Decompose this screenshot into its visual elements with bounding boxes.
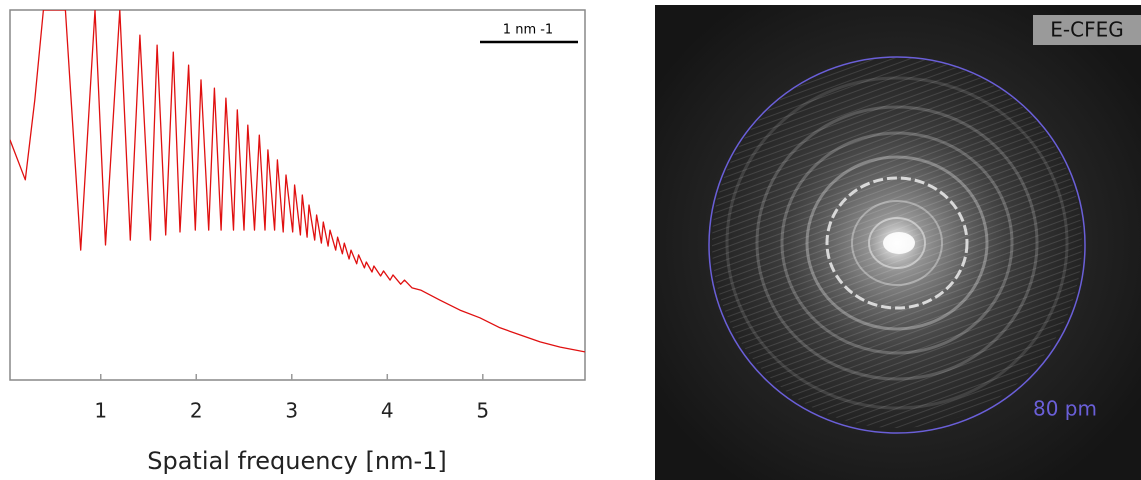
x-tick-label: 4 (381, 399, 394, 423)
scale-bar-label: 1 nm -1 (503, 23, 553, 38)
x-tick-label: 2 (190, 399, 203, 423)
x-tick-label: 3 (285, 399, 298, 423)
x-tick-label: 1 (94, 399, 107, 423)
circle-label: 80 pm (1033, 397, 1097, 421)
x-axis-label: Spatial frequency [nm-1] (147, 447, 447, 475)
line-series (10, 10, 585, 353)
plot-frame (9, 9, 586, 381)
x-tick-label: 5 (476, 399, 489, 423)
image-label: E-CFEG (1050, 18, 1123, 42)
fft-image (655, 5, 1141, 480)
